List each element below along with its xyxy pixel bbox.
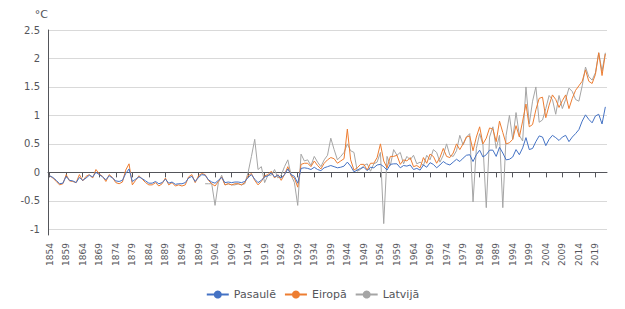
svg-text:1889: 1889 [160,243,170,266]
svg-text:1969: 1969 [425,243,435,266]
svg-text:1: 1 [34,110,40,121]
svg-text:1919: 1919 [260,243,270,266]
svg-text:1864: 1864 [78,243,88,266]
svg-text:-1: -1 [30,224,40,235]
svg-text:2: 2 [34,53,40,64]
svg-text:1929: 1929 [293,243,303,266]
svg-text:1999: 1999 [524,243,534,266]
svg-text:1984: 1984 [475,243,485,266]
svg-text:1964: 1964 [409,243,419,266]
svg-text:1974: 1974 [442,243,452,266]
svg-text:1939: 1939 [326,243,336,266]
svg-text:Latvijā: Latvijā [383,288,420,301]
svg-text:1979: 1979 [458,243,468,266]
svg-text:1869: 1869 [94,243,104,266]
svg-text:°C: °C [35,8,49,21]
svg-text:2.5: 2.5 [24,25,40,36]
svg-text:1894: 1894 [177,243,187,266]
svg-text:1854: 1854 [45,243,55,266]
svg-text:0.5: 0.5 [24,138,40,149]
svg-text:1884: 1884 [144,243,154,266]
svg-text:Eiropā: Eiropā [312,288,347,301]
svg-text:2004: 2004 [541,243,551,266]
svg-text:1924: 1924 [276,243,286,266]
svg-text:1909: 1909 [227,243,237,266]
svg-text:-0.5: -0.5 [20,195,40,206]
svg-text:1914: 1914 [243,243,253,266]
svg-text:2009: 2009 [557,243,567,266]
svg-text:Pasaulē: Pasaulē [234,288,276,301]
svg-text:1989: 1989 [491,243,501,266]
svg-text:1904: 1904 [210,243,220,266]
svg-text:1944: 1944 [342,243,352,266]
svg-text:2019: 2019 [590,243,600,266]
svg-text:1899: 1899 [194,243,204,266]
svg-text:1954: 1954 [375,243,385,266]
svg-text:0: 0 [34,167,40,178]
svg-text:1959: 1959 [392,243,402,266]
svg-text:2014: 2014 [574,243,584,266]
svg-text:1.5: 1.5 [24,81,40,92]
svg-text:1874: 1874 [111,243,121,266]
svg-text:1949: 1949 [359,243,369,266]
svg-text:1934: 1934 [309,243,319,266]
svg-text:1879: 1879 [127,243,137,266]
svg-text:1994: 1994 [508,243,518,266]
svg-text:1859: 1859 [61,243,71,266]
